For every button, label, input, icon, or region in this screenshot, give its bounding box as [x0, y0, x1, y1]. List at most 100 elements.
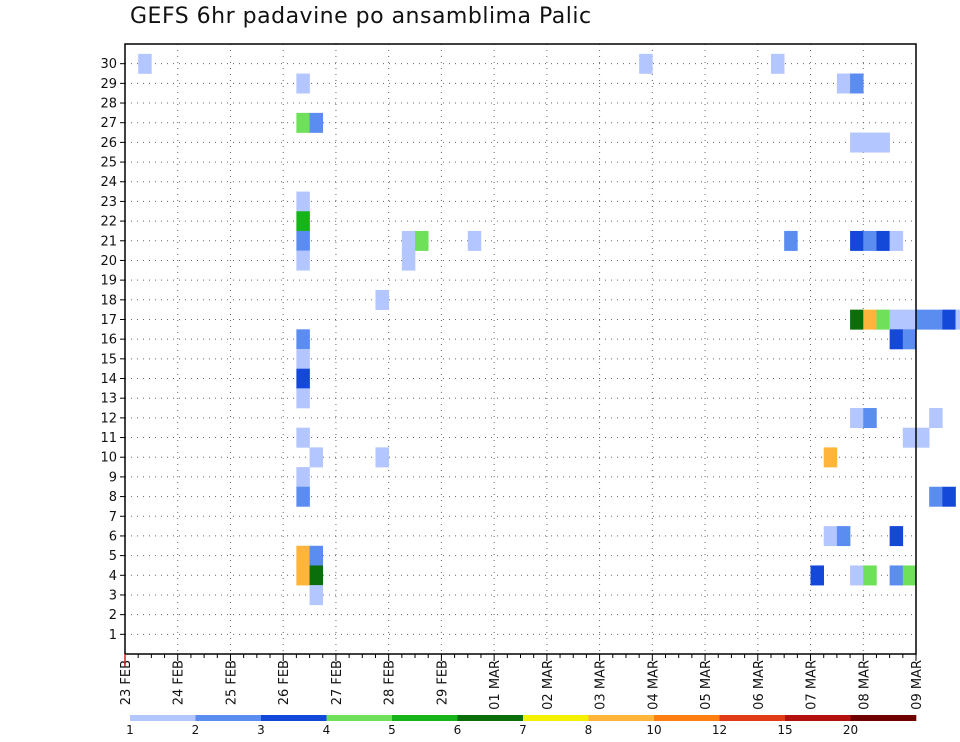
precip-cell: [770, 53, 785, 74]
y-tick-label: 7: [109, 510, 117, 525]
precip-cell: [296, 545, 310, 566]
colorbar-swatch: [195, 715, 262, 721]
precip-cell: [309, 585, 324, 606]
precip-cell: [942, 486, 956, 507]
precip-cell: [309, 565, 324, 586]
precip-cell: [296, 250, 310, 271]
y-tick-label: 22: [100, 215, 117, 230]
x-tick-label: 04 MAR: [646, 660, 661, 710]
y-tick-label: 23: [100, 195, 117, 210]
y-tick-label: 17: [100, 313, 117, 328]
precip-cell: [467, 230, 482, 251]
x-tick-label: 29 FEB: [435, 660, 450, 705]
colorbar-label: 7: [519, 723, 527, 737]
precip-cell: [902, 565, 917, 586]
precip-cell: [850, 565, 864, 586]
precip-cell: [850, 408, 864, 429]
precip-cell: [401, 250, 416, 271]
precip-cell: [850, 230, 864, 251]
precip-cell: [836, 526, 851, 547]
x-axis: 23 FEB 24 FEB 25 FEB 26 FEB 27 FEB 28 FEB 29 F…: [119, 654, 925, 710]
precip-cell: [929, 408, 943, 429]
y-tick-label: 27: [100, 116, 117, 131]
precip-cell: [850, 73, 864, 94]
precip-cell: [902, 427, 917, 448]
colorbar-swatch: [588, 715, 655, 721]
y-tick-label: 6: [109, 529, 117, 544]
precip-cell: [296, 112, 310, 133]
y-tick-label: 1: [109, 628, 117, 643]
precip-cell: [823, 447, 838, 468]
precip-cell: [902, 329, 917, 350]
y-tick-label: 5: [109, 549, 117, 564]
precip-cell: [296, 368, 310, 389]
precip-cell: [296, 388, 310, 409]
x-tick-label: 28 FEB: [383, 660, 398, 705]
precip-cell: [639, 53, 653, 74]
colorbar-swatch: [523, 715, 589, 721]
precip-cell: [836, 73, 851, 94]
y-tick-label: 13: [100, 392, 117, 407]
colorbar-legend: 1 2 3 4 5 6 7 8 10 12 15 20: [126, 715, 917, 737]
precip-cell: [401, 230, 416, 251]
precip-cell: [810, 565, 825, 586]
x-tick-label: 03 MAR: [594, 660, 609, 710]
x-tick-label: 02 MAR: [541, 660, 556, 710]
precip-cell: [296, 349, 310, 369]
precip-cell: [876, 230, 890, 251]
precip-cell: [309, 447, 324, 468]
y-tick-label: 12: [100, 411, 117, 426]
y-tick-label: 11: [100, 431, 117, 446]
precip-cell: [916, 309, 930, 330]
precip-cell: [889, 230, 904, 251]
colorbar-swatch: [850, 715, 917, 721]
y-tick-label: 14: [100, 372, 117, 387]
colorbar-swatch: [130, 715, 196, 721]
precip-cell: [863, 132, 877, 153]
colorbar-label: 1: [126, 723, 134, 737]
colorbar-label: 15: [777, 723, 792, 737]
precip-cell: [889, 309, 904, 330]
precip-cell: [296, 427, 310, 448]
x-tick-label: 05 MAR: [699, 660, 714, 710]
precip-cell: [296, 467, 310, 488]
colorbar-label: 2: [192, 723, 200, 737]
y-tick-label: 3: [109, 588, 117, 603]
colorbar-label: 10: [646, 723, 661, 737]
x-tick-label: 24 FEB: [172, 660, 187, 705]
colorbar-label: 8: [585, 723, 593, 737]
precip-cell: [296, 486, 310, 507]
y-tick-label: 24: [100, 175, 117, 190]
colorbar-label: 6: [454, 723, 462, 737]
y-tick-label: 8: [109, 490, 117, 505]
y-tick-label: 10: [100, 451, 117, 466]
colorbar-swatch: [392, 715, 458, 721]
precip-cell: [784, 230, 798, 251]
colorbar-swatch: [326, 715, 393, 721]
y-tick-label: 15: [100, 352, 117, 367]
precip-cell: [889, 329, 904, 350]
precip-cell: [850, 132, 864, 153]
precip-cell: [889, 526, 904, 547]
y-tick-label: 9: [109, 470, 117, 485]
y-tick-label: 18: [100, 293, 117, 308]
y-tick-label: 4: [109, 569, 117, 584]
colorbar-label: 20: [843, 723, 858, 737]
y-tick-label: 19: [100, 274, 117, 289]
precip-cell: [863, 565, 877, 586]
colorbar-label: 3: [257, 723, 265, 737]
plot-frame: [124, 43, 917, 655]
precip-cell: [955, 309, 960, 330]
colorbar-swatch: [785, 715, 851, 721]
y-tick-label: 25: [100, 156, 117, 171]
precip-cell: [902, 309, 917, 330]
y-tick-label: 21: [100, 234, 117, 249]
colorbar-label: 12: [712, 723, 727, 737]
precip-cell: [929, 486, 943, 507]
precip-cell: [309, 112, 324, 133]
x-tick-label: 06 MAR: [752, 660, 767, 710]
x-tick-label: 23 FEB: [119, 660, 134, 705]
x-tick-label: 25 FEB: [224, 660, 239, 705]
y-tick-label: 28: [100, 97, 117, 112]
